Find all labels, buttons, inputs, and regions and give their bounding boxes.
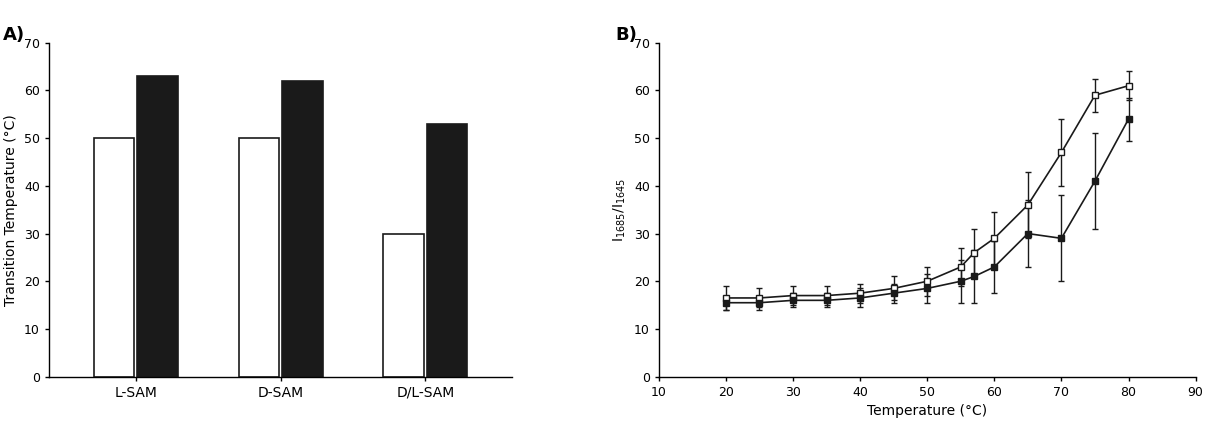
Bar: [427, 124, 467, 377]
Bar: [383, 234, 425, 377]
Text: A): A): [2, 26, 24, 44]
X-axis label: Temperature (°C): Temperature (°C): [867, 404, 987, 418]
Bar: [137, 76, 178, 377]
Text: B): B): [616, 26, 638, 44]
Y-axis label: Transition Temperature (°C): Transition Temperature (°C): [4, 114, 18, 306]
Bar: [282, 81, 322, 377]
Bar: [239, 138, 279, 377]
Bar: [94, 138, 134, 377]
Y-axis label: I$_{1685}$/I$_{1645}$: I$_{1685}$/I$_{1645}$: [611, 178, 628, 242]
